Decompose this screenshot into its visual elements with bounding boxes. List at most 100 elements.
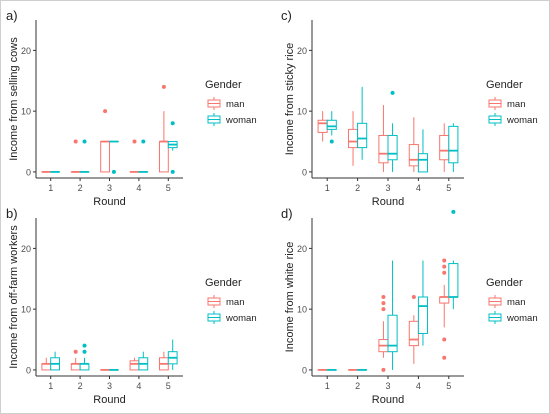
- y-tick-label: 20: [21, 244, 31, 254]
- y-axis-title: Income from off-farm workers: [8, 225, 20, 369]
- chart-panel-2: c) 0 10 20 1 2 3 4 5 Round Income from sticky rice…: [281, 8, 538, 208]
- outlier-point: [442, 355, 447, 360]
- y-tick-label: 10: [21, 305, 31, 315]
- box-man-round-4: [129, 139, 140, 173]
- box-woman-round-4: [417, 260, 429, 346]
- legend-title: Gender: [205, 79, 242, 91]
- y-tick-label: 10: [21, 107, 31, 117]
- box-man-round-5: [439, 258, 450, 360]
- x-axis-title: Round: [372, 394, 404, 406]
- y-tick-label: 0: [302, 167, 307, 177]
- box-woman-round-5: [167, 121, 178, 174]
- box-man-round-3: [378, 295, 389, 372]
- outlier-point: [442, 264, 447, 269]
- box-iqr: [448, 263, 459, 298]
- outlier-point: [73, 349, 78, 354]
- legend-entry-label: woman: [225, 313, 257, 324]
- x-tick-label: 2: [78, 183, 83, 193]
- y-tick-label: 0: [302, 365, 307, 375]
- outlier-point: [132, 139, 137, 144]
- x-tick-label: 2: [78, 381, 83, 391]
- legend-entry-label: man: [507, 99, 525, 110]
- legend: Gender man woman: [486, 79, 538, 126]
- legend-entry-label: man: [507, 297, 525, 308]
- chart-panel-4: d) 0 10 20 1 2 3 4 5 Round Income from white rice G…: [281, 206, 538, 406]
- outlier-point: [170, 169, 175, 174]
- outlier-point: [170, 121, 175, 126]
- x-axis-title: Round: [93, 394, 125, 406]
- legend-title: Gender: [205, 277, 242, 289]
- box-man-round-2: [347, 111, 359, 166]
- legend-key-woman: [207, 311, 221, 324]
- y-tick-label: 20: [297, 46, 307, 56]
- box-man-round-4: [408, 295, 419, 364]
- box-man-round-2: [70, 349, 81, 371]
- box-iqr: [158, 141, 169, 173]
- outlier-point: [111, 169, 116, 174]
- x-tick-label: 2: [355, 183, 360, 193]
- chart-panel-3: b) 0 10 20 1 2 3 4 5 Round Income from off-farm wo…: [6, 206, 257, 406]
- box-woman-round-3: [387, 260, 398, 370]
- y-axis-title: Income from sticky rice: [284, 43, 296, 155]
- outlier-point: [442, 258, 447, 263]
- box-woman-round-3: [387, 90, 398, 172]
- box-man-round-5: [158, 351, 169, 371]
- outlier-point: [82, 349, 87, 354]
- box-iqr: [347, 128, 359, 149]
- box-iqr: [70, 363, 81, 371]
- x-tick-label: 4: [136, 183, 141, 193]
- box-woman-round-5: [167, 339, 178, 370]
- legend-key-man: [488, 97, 502, 110]
- box-iqr: [326, 119, 337, 130]
- legend: Gender man woman: [205, 277, 257, 324]
- x-tick-label: 3: [385, 183, 390, 193]
- box-woman-round-4: [138, 351, 149, 371]
- x-tick-label: 4: [136, 381, 141, 391]
- y-tick-label: 20: [297, 244, 307, 254]
- box-iqr: [439, 134, 450, 161]
- panel-label: b): [6, 206, 18, 221]
- x-axis-title: Round: [372, 196, 404, 208]
- panel-label: d): [281, 206, 293, 221]
- legend-key-man: [207, 295, 221, 308]
- y-tick-label: 0: [26, 167, 31, 177]
- box-woman-round-4: [417, 129, 429, 173]
- box-iqr: [448, 125, 459, 164]
- legend-key-woman: [488, 311, 502, 324]
- outlier-point: [442, 270, 447, 275]
- outlier-point: [381, 295, 386, 299]
- x-tick-label: 5: [166, 183, 171, 193]
- box-man-round-3: [100, 109, 110, 173]
- legend-key-man: [207, 97, 221, 110]
- box-iqr: [100, 141, 110, 173]
- box-man-round-1: [317, 111, 328, 142]
- x-tick-label: 4: [416, 381, 421, 391]
- outlier-point: [411, 295, 416, 299]
- outlier-point: [390, 90, 395, 95]
- outlier-point: [73, 139, 78, 144]
- box-man-round-4: [129, 357, 140, 371]
- box-woman-round-5: [448, 123, 459, 172]
- box-man-round-4: [408, 117, 419, 172]
- outlier-point: [82, 139, 87, 144]
- legend-entry-label: man: [226, 99, 244, 110]
- legend-title: Gender: [486, 277, 523, 289]
- box-woman-round-2: [79, 139, 90, 173]
- box-iqr: [387, 134, 398, 161]
- panel-label: c): [281, 8, 292, 23]
- outlier-point: [442, 337, 447, 342]
- x-tick-label: 1: [325, 381, 330, 391]
- x-tick-label: 5: [446, 381, 451, 391]
- x-tick-label: 3: [385, 381, 390, 391]
- x-tick-label: 1: [325, 183, 330, 193]
- x-tick-label: 3: [107, 381, 112, 391]
- box-man-round-3: [378, 105, 389, 172]
- box-woman-round-4: [138, 139, 149, 173]
- box-iqr: [417, 296, 429, 334]
- box-man-round-1: [41, 357, 52, 371]
- legend-entry-label: man: [226, 297, 244, 308]
- box-woman-round-1: [50, 351, 61, 371]
- outlier-point: [161, 84, 166, 89]
